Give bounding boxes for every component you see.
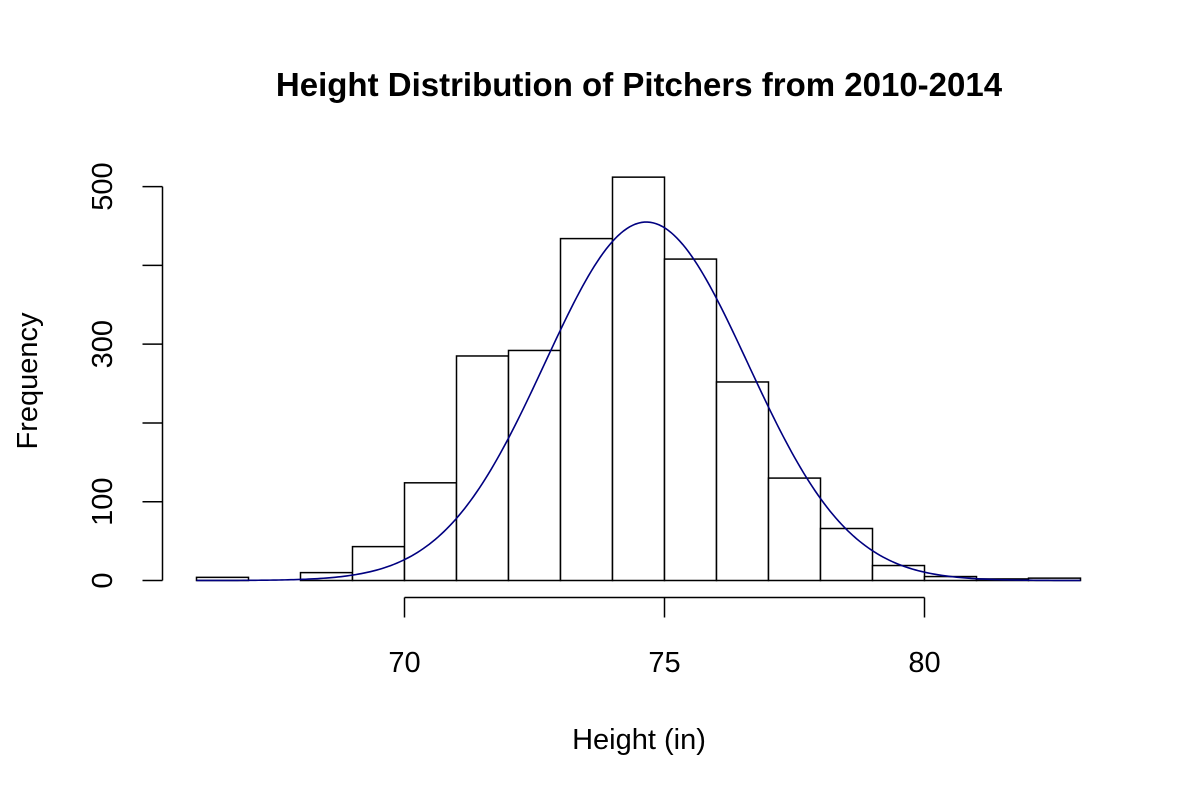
y-tick-label: 500 [87,162,119,210]
chart-title: Height Distribution of Pitchers from 201… [276,66,1003,103]
plot-area [195,176,1082,582]
x-tick-label: 75 [648,647,680,679]
y-tick-label: 300 [87,320,119,368]
histogram-bar [559,237,614,582]
x-tick-label: 70 [388,647,420,679]
histogram-bar [767,477,822,582]
histogram-bar [819,527,874,582]
histogram-bar [871,564,926,582]
y-axis: 0 100 300 500 [87,162,164,589]
y-axis-label: Frequency [12,312,44,450]
density-curve [196,221,1081,582]
histogram-bar [403,482,458,582]
x-axis-label: Height (in) [572,724,706,756]
histogram-bar [611,176,666,582]
histogram-bars [195,176,1082,582]
y-tick-label: 100 [87,478,119,526]
x-tick-label: 80 [908,647,940,679]
histogram-bar [455,355,510,582]
histogram-bar [663,258,718,582]
histogram-bar [715,381,770,582]
y-tick-label: 0 [87,572,119,588]
x-axis: 70 75 80 [388,596,941,679]
